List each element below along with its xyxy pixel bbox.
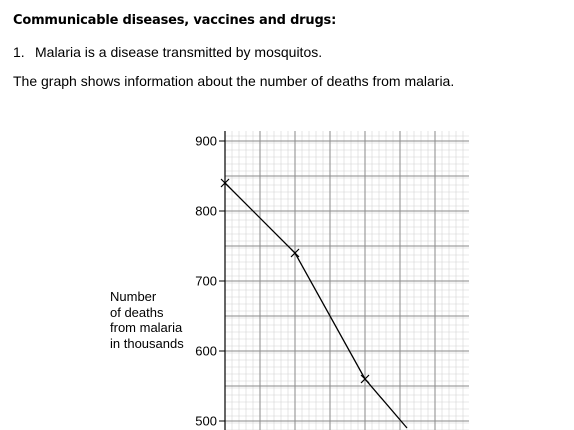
y-tick-label: 500: [195, 414, 217, 429]
question-number: 1.: [13, 44, 25, 60]
series-line: [224, 182, 408, 429]
y-tick-label: 600: [195, 344, 217, 359]
data-point: [360, 374, 370, 384]
data-point-cross: [220, 178, 230, 188]
page-heading: Communicable diseases, vaccines and drug…: [13, 13, 337, 28]
y-axis-label-line: from malaria: [110, 320, 183, 335]
data-point: [220, 178, 230, 188]
y-tick-label: 800: [195, 204, 217, 219]
series-layer: [220, 178, 408, 429]
y-axis-label-line: of deaths: [110, 304, 164, 320]
question-intro: The graph shows information about the nu…: [13, 73, 455, 89]
grid-major: [224, 131, 469, 430]
question-text: Malaria is a disease transmitted by mosq…: [35, 44, 323, 60]
data-point-cross: [290, 248, 300, 258]
data-point-cross: [360, 374, 370, 384]
data-point: [290, 248, 300, 258]
y-axis-label: Number of deaths from malaria in thousan…: [110, 289, 184, 351]
y-axis-label-line: in thousands: [110, 335, 184, 351]
y-tick-label: 700: [195, 274, 217, 289]
y-ticks: 500 600 700 800 900: [195, 134, 225, 429]
y-axis-label-line: Number: [110, 289, 157, 304]
question-line: 1. Malaria is a disease transmitted by mo…: [13, 44, 322, 60]
y-tick-label: 900: [195, 134, 217, 149]
